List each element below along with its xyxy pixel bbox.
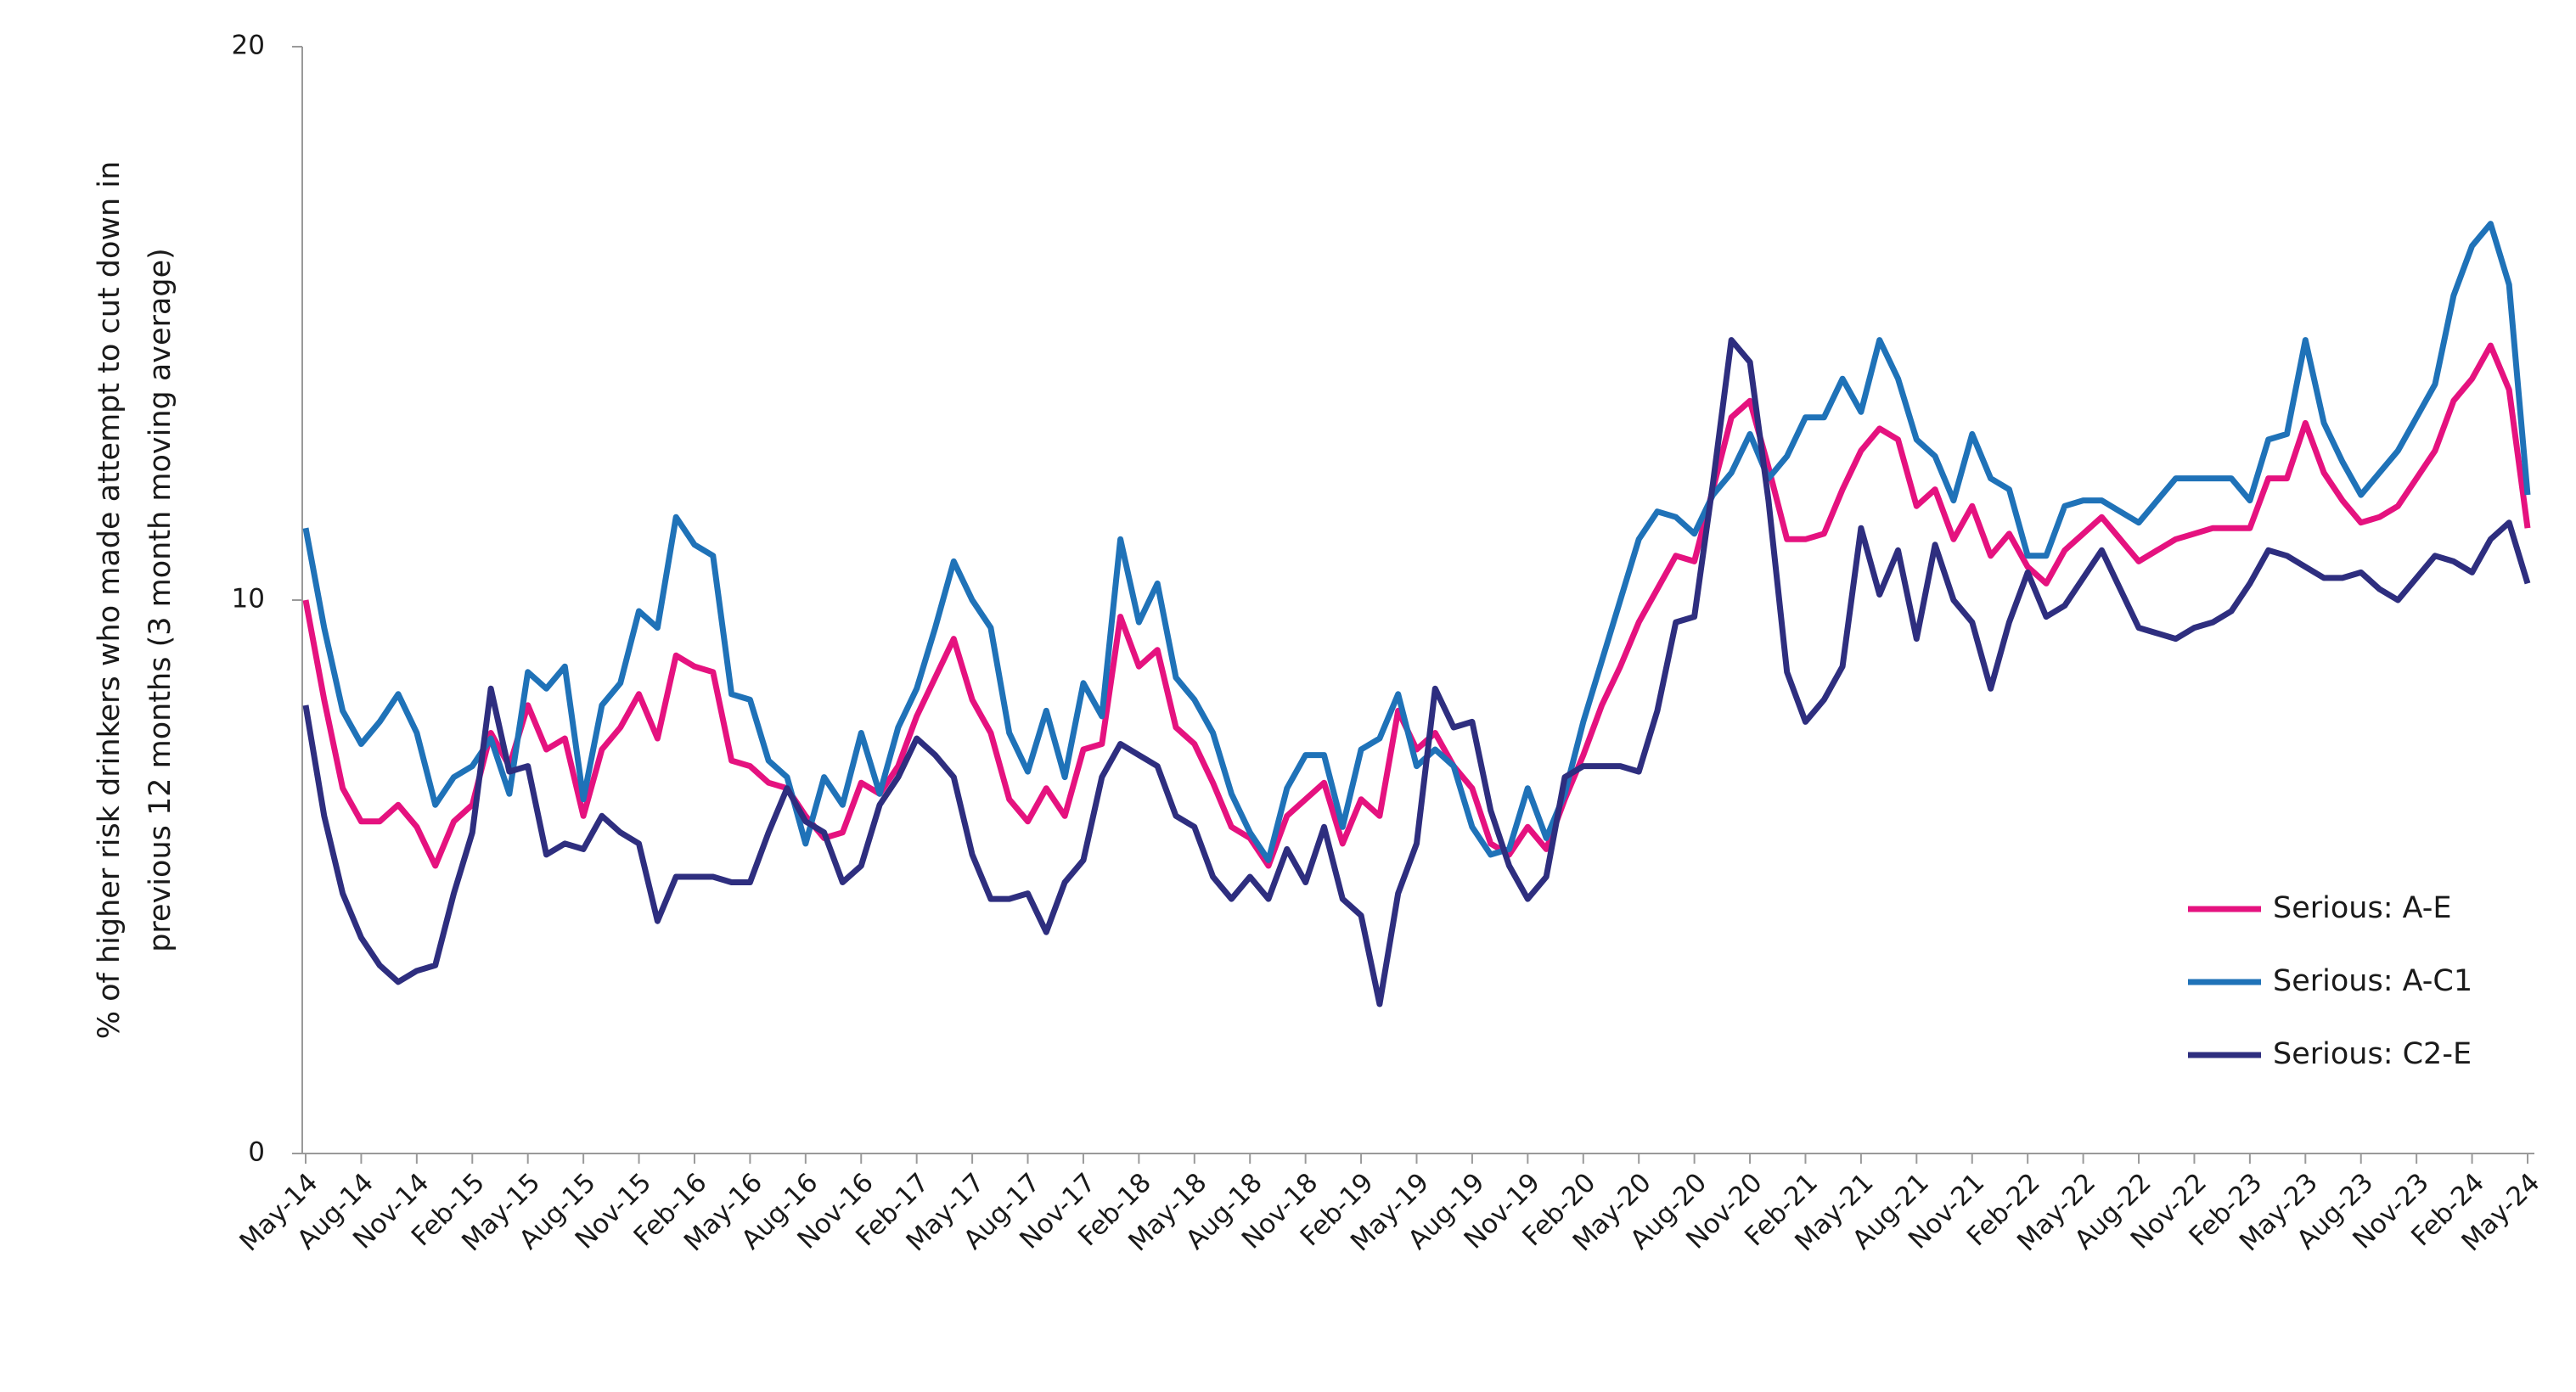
legend-label: Serious: A-C1 (2273, 964, 2472, 998)
series-line (302, 342, 2531, 869)
y-tick-label: 10 (232, 584, 265, 615)
y-axis-title-line: % of higher risk drinkers who made attem… (93, 161, 127, 1040)
legend-label: Serious: C2-E (2273, 1037, 2472, 1071)
y-axis-title-line: previous 12 months (3 month moving avera… (143, 248, 177, 952)
series-line (302, 221, 2531, 863)
y-axis-title: % of higher risk drinkers who made attem… (93, 161, 177, 1040)
y-tick-label: 20 (232, 31, 265, 61)
y-tick-label: 0 (248, 1137, 265, 1168)
legend-label: Serious: A-E (2273, 891, 2452, 925)
series-line (302, 337, 2531, 1008)
